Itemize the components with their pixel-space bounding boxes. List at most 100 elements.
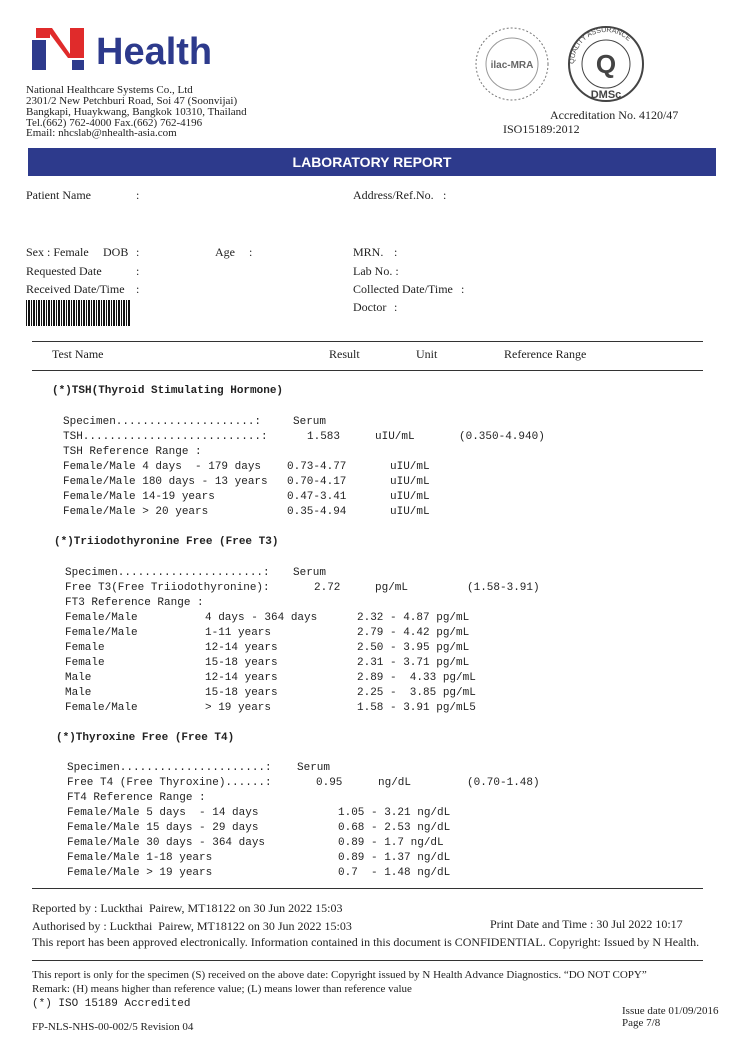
- result-cell: 2.79 - 4.42 pg/mL: [357, 627, 470, 639]
- column-header: Unit: [416, 347, 438, 361]
- result-cell: Female/Male: [65, 612, 138, 624]
- footer-text: FP-NLS-NHS-00-002/5 Revision 04: [32, 1021, 194, 1033]
- field-colon: :: [249, 245, 253, 259]
- result-cell: 0.95: [316, 777, 343, 789]
- result-cell: 15-18 years: [205, 687, 278, 699]
- footer-text: Authorised by : Luckthai Pairew, MT18122…: [32, 919, 352, 933]
- result-cell: (0.70-1.48): [467, 777, 540, 789]
- result-cell: 0.47-3.41: [287, 491, 347, 503]
- result-cell: Female: [65, 657, 105, 669]
- result-cell: 0.68 - 2.53 ng/dL: [338, 822, 451, 834]
- result-cell: 0.35-4.94: [287, 506, 347, 518]
- field-label: DOB: [103, 245, 129, 259]
- result-cell: Female/Male 5 days - 14 days: [67, 807, 259, 819]
- result-cell: Female/Male > 20 years: [63, 506, 209, 518]
- barcode: [26, 300, 131, 326]
- rule: [32, 341, 703, 342]
- field-label: Collected Date/Time: [353, 282, 453, 296]
- result-cell: uIU/mL: [390, 491, 430, 503]
- column-header: Reference Range: [504, 347, 587, 361]
- field-label: MRN.: [353, 245, 384, 259]
- result-cell: TSH Reference Range :: [63, 446, 202, 458]
- result-cell: Specimen......................:: [67, 762, 272, 774]
- rule: [32, 888, 703, 889]
- section-title: (*)Triiodothyronine Free (Free T3): [54, 536, 279, 548]
- field-label: Sex : Female: [26, 245, 89, 259]
- result-cell: 0.70-4.17: [287, 476, 347, 488]
- footer-text: Page 7/8: [622, 1017, 661, 1029]
- footer-text: Issue date 01/09/2016: [622, 1005, 719, 1017]
- result-cell: uIU/mL: [390, 461, 430, 473]
- field-colon: :: [443, 188, 447, 202]
- result-cell: 12-14 years: [205, 672, 278, 684]
- accreditation: Accreditation No. 4120/47: [550, 108, 679, 122]
- column-header: Result: [329, 347, 360, 361]
- footer-text: Print Date and Time : 30 Jul 2022 10:17: [490, 917, 683, 931]
- result-cell: 12-14 years: [205, 642, 278, 654]
- field-label: Patient Name: [26, 188, 91, 202]
- result-cell: Specimen.....................:: [63, 416, 262, 428]
- field-colon: :: [136, 188, 140, 202]
- result-cell: 2.25 - 3.85 pg/mL: [357, 687, 476, 699]
- result-cell: uIU/mL: [375, 431, 415, 443]
- field-label: Doctor: [353, 300, 387, 314]
- result-cell: FT3 Reference Range :: [65, 597, 204, 609]
- seal-dmsc: DMSc: [591, 89, 622, 101]
- result-cell: 0.7 - 1.48 ng/dL: [338, 867, 451, 879]
- rule: [32, 960, 703, 961]
- result-cell: > 19 years: [205, 702, 272, 714]
- field-colon: :: [394, 300, 398, 314]
- field-colon: :: [136, 282, 140, 296]
- report-title: LABORATORY REPORT: [292, 154, 452, 170]
- result-cell: Serum: [293, 567, 327, 579]
- result-cell: 2.89 - 4.33 pg/mL: [357, 672, 476, 684]
- field-label: Lab No. :: [353, 264, 399, 278]
- field-colon: :: [136, 264, 140, 278]
- result-cell: Female/Male 15 days - 29 days: [67, 822, 259, 834]
- result-cell: uIU/mL: [390, 476, 430, 488]
- result-cell: 2.31 - 3.71 pg/mL: [357, 657, 470, 669]
- footer-text: (*) ISO 15189 Accredited: [32, 998, 191, 1010]
- section-title: (*)TSH(Thyroid Stimulating Hormone): [52, 385, 284, 397]
- field-label: Age: [215, 245, 235, 259]
- field-label: Received Date/Time: [26, 282, 125, 296]
- result-cell: 0.89 - 1.7 ng/dL: [338, 837, 444, 849]
- result-cell: 4 days - 364 days: [205, 612, 318, 624]
- result-cell: (0.350-4.940): [459, 431, 545, 443]
- field-colon: :: [394, 245, 398, 259]
- field-colon: :: [461, 282, 465, 296]
- result-cell: TSH...........................:: [63, 431, 268, 443]
- result-cell: Male: [65, 672, 92, 684]
- result-cell: Female: [65, 642, 105, 654]
- title-band: [28, 148, 716, 176]
- result-cell: 2.32 - 4.87 pg/mL: [357, 612, 470, 624]
- result-cell: Female/Male > 19 years: [67, 867, 213, 879]
- result-cell: pg/mL: [375, 582, 409, 594]
- field-colon: :: [136, 245, 140, 259]
- result-cell: Free T4 (Free Thyroxine)......:: [67, 777, 272, 789]
- result-cell: Serum: [293, 416, 327, 428]
- result-cell: Female/Male 180 days - 13 years: [63, 476, 268, 488]
- result-cell: (1.58-3.91): [467, 582, 540, 594]
- result-cell: Female/Male 1-18 years: [67, 852, 213, 864]
- result-cell: Free T3(Free Triiodothyronine):: [65, 582, 270, 594]
- result-cell: Specimen......................:: [65, 567, 270, 579]
- column-header: Test Name: [52, 347, 104, 361]
- result-cell: 1-11 years: [205, 627, 272, 639]
- seals: ilac-MRA QUALITY ASSURANCE Q DMSc: [475, 26, 644, 102]
- field-label: Address/Ref.No.: [353, 188, 434, 202]
- footer-text: This report is only for the specimen (S)…: [32, 969, 647, 981]
- result-cell: 1.58 - 3.91 pg/mL5: [357, 702, 476, 714]
- result-cell: uIU/mL: [390, 506, 430, 518]
- logo-mark: [32, 28, 84, 70]
- result-cell: 0.73-4.77: [287, 461, 347, 473]
- iso: ISO15189:2012: [503, 122, 580, 136]
- result-cell: Female/Male 4 days - 179 days: [63, 461, 262, 473]
- result-cell: 2.72: [314, 582, 341, 594]
- result-cell: 15-18 years: [205, 657, 278, 669]
- seal-q: Q: [596, 49, 616, 79]
- result-cell: ng/dL: [378, 777, 412, 789]
- result-cell: Serum: [297, 762, 331, 774]
- result-cell: 1.05 - 3.21 ng/dL: [338, 807, 451, 819]
